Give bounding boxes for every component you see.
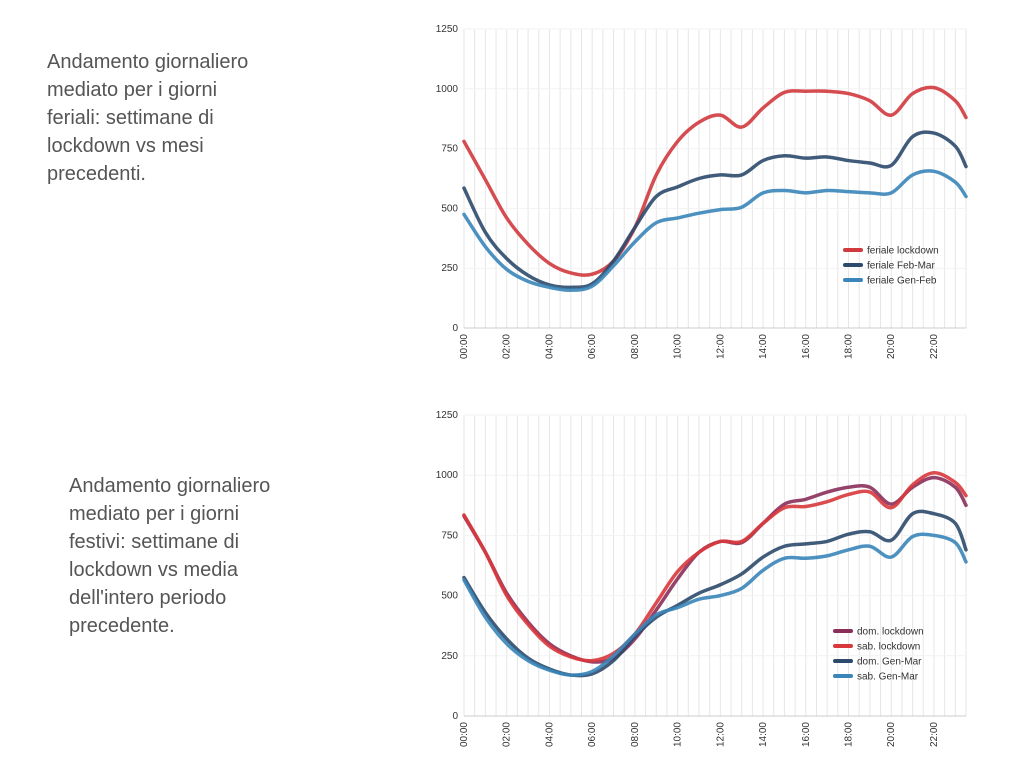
y-tick-label: 250 (441, 263, 458, 274)
series-line-feriale-feb-mar (462, 130, 968, 290)
x-tick-label: 12:00 (715, 334, 726, 359)
series-line-feriale-gen-feb (462, 169, 968, 292)
x-tick-label: 04:00 (544, 334, 555, 359)
y-tick-label: 0 (452, 323, 458, 334)
y-tick-label: 0 (452, 711, 458, 722)
series-line-sab-lockdown (462, 471, 968, 663)
legend-label: dom. lockdown (857, 627, 924, 638)
y-tick-label: 500 (441, 203, 458, 214)
x-tick-label: 20:00 (886, 722, 897, 747)
legend-label: feriale Gen-Feb (867, 276, 937, 287)
x-tick-label: 18:00 (844, 334, 855, 359)
legend-label: dom. Gen-Mar (857, 657, 922, 668)
series-line-sab-gen-mar (462, 532, 968, 677)
series-line-feriale-lockdown (462, 85, 968, 277)
x-tick-label: 20:00 (886, 334, 897, 359)
y-tick-label: 750 (441, 144, 458, 155)
y-tick-label: 1000 (436, 84, 459, 95)
y-tick-label: 1250 (436, 410, 459, 421)
x-tick-label: 22:00 (929, 722, 940, 747)
x-tick-label: 16:00 (801, 722, 812, 747)
x-tick-label: 16:00 (801, 334, 812, 359)
legend-label: sab. Gen-Mar (857, 672, 919, 683)
legend-label: feriale lockdown (867, 246, 939, 257)
y-tick-label: 500 (441, 591, 458, 602)
caption-weekday: Andamento giornaliero mediato per i gior… (47, 51, 249, 185)
y-tick-label: 1250 (436, 24, 459, 35)
x-tick-label: 10:00 (673, 334, 684, 359)
x-tick-label: 22:00 (929, 334, 940, 359)
x-tick-label: 14:00 (758, 722, 769, 747)
x-tick-label: 00:00 (459, 334, 470, 359)
x-tick-label: 18:00 (844, 722, 855, 747)
x-tick-label: 10:00 (673, 722, 684, 747)
x-tick-label: 08:00 (630, 334, 641, 359)
x-tick-label: 04:00 (544, 722, 555, 747)
caption-holiday: Andamento giornaliero mediato per i gior… (69, 475, 271, 637)
x-tick-label: 12:00 (715, 722, 726, 747)
legend-label: feriale Feb-Mar (867, 261, 935, 272)
y-tick-label: 1000 (436, 470, 459, 481)
y-tick-label: 750 (441, 530, 458, 541)
x-tick-label: 06:00 (587, 334, 598, 359)
x-tick-label: 02:00 (502, 334, 513, 359)
legend-label: sab. lockdown (857, 642, 920, 653)
x-tick-label: 02:00 (502, 722, 513, 747)
y-tick-label: 250 (441, 651, 458, 662)
chart-2: 0 250 500 750 1000 1250 00:00 02:00 04:00 06:00 08… (436, 410, 968, 747)
x-tick-label: 14:00 (758, 334, 769, 359)
chart-1: 0 250 500 750 1000 1250 00:00 02:00 04:00 06:00 08… (436, 24, 968, 359)
x-tick-label: 08:00 (630, 722, 641, 747)
x-tick-label: 00:00 (459, 722, 470, 747)
x-tick-label: 06:00 (587, 722, 598, 747)
